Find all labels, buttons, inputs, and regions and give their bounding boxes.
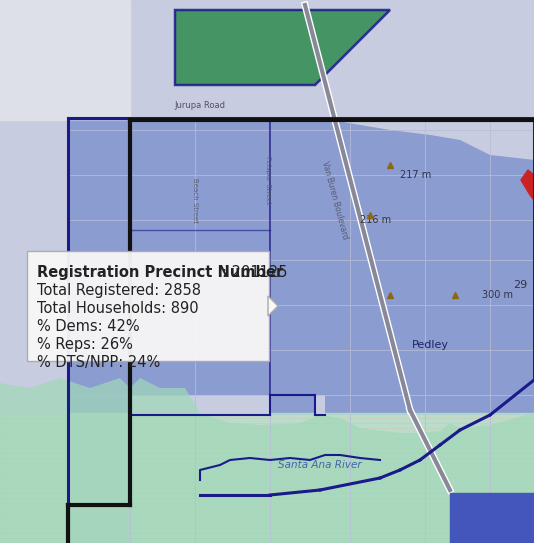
Text: Total Registered: 2858: Total Registered: 2858 bbox=[37, 283, 201, 298]
Text: Felspar Street: Felspar Street bbox=[265, 156, 271, 204]
Text: Pedley: Pedley bbox=[412, 340, 449, 350]
Text: % Dems: 42%: % Dems: 42% bbox=[37, 319, 139, 334]
Text: % Reps: 26%: % Reps: 26% bbox=[37, 337, 133, 352]
Polygon shape bbox=[521, 170, 534, 200]
Polygon shape bbox=[68, 118, 534, 543]
Polygon shape bbox=[68, 118, 534, 543]
Text: 217 m: 217 m bbox=[400, 170, 431, 180]
FancyBboxPatch shape bbox=[27, 251, 269, 361]
Text: % DTS/NPP: 24%: % DTS/NPP: 24% bbox=[37, 355, 160, 370]
Text: : 201125: : 201125 bbox=[222, 265, 287, 280]
Text: 216 m: 216 m bbox=[360, 215, 391, 225]
Text: Jurupa Road: Jurupa Road bbox=[175, 100, 225, 110]
Polygon shape bbox=[175, 10, 390, 85]
Text: Van Buren Boulevard: Van Buren Boulevard bbox=[320, 160, 350, 240]
Text: 29: 29 bbox=[513, 280, 527, 290]
Polygon shape bbox=[0, 378, 534, 543]
Text: Total Households: 890: Total Households: 890 bbox=[37, 301, 199, 316]
Text: Beach Street: Beach Street bbox=[192, 178, 198, 223]
Text: 300 m: 300 m bbox=[482, 290, 513, 300]
Polygon shape bbox=[268, 296, 278, 316]
Text: Registration Precinct Number: Registration Precinct Number bbox=[37, 265, 283, 280]
Bar bbox=[0, 0, 130, 120]
Bar bbox=[450, 493, 534, 543]
Bar bbox=[0, 413, 534, 543]
Text: Santa Ana River: Santa Ana River bbox=[278, 460, 362, 470]
